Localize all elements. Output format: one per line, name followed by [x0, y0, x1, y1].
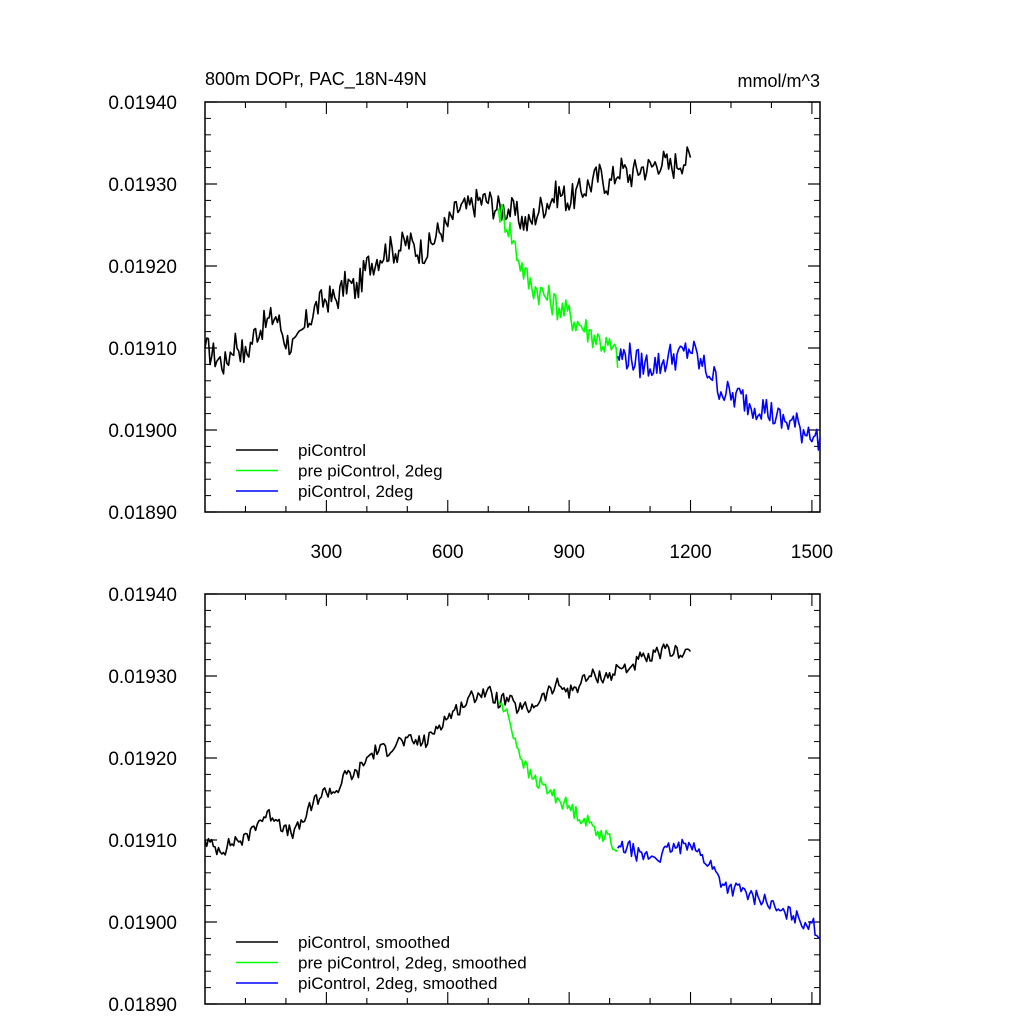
legend-label: piControl, 2deg — [298, 482, 413, 501]
y-tick-label: 0.01900 — [108, 913, 177, 934]
series-line-picontrol — [204, 146, 692, 375]
units-label: mmol/m^3 — [738, 71, 820, 91]
y-tick-label: 0.01940 — [108, 585, 177, 606]
x-tick-label: 600 — [432, 542, 464, 563]
y-tick-label: 0.01900 — [108, 421, 177, 442]
y-tick-label: 0.01940 — [108, 93, 177, 114]
x-tick-label: 900 — [553, 542, 585, 563]
legend-label: piControl, 2deg, smoothed — [298, 974, 497, 993]
y-tick-label: 0.01930 — [108, 667, 177, 688]
y-tick-label: 0.01890 — [108, 503, 177, 524]
y-tick-label: 0.01890 — [108, 995, 177, 1016]
series-line-picontrol-2deg — [616, 340, 821, 451]
y-tick-label: 0.01920 — [108, 257, 177, 278]
x-tick-label: 1200 — [669, 542, 711, 563]
y-tick-label: 0.01920 — [108, 749, 177, 770]
y-tick-label: 0.01910 — [108, 339, 177, 360]
series-line-picontrol-2deg-smoothed — [617, 838, 821, 940]
legend-label: piControl, smoothed — [298, 933, 450, 952]
y-tick-label: 0.01930 — [108, 175, 177, 196]
legend-label: pre piControl, 2deg — [298, 462, 443, 481]
bottom-panel: 0.01890 0.01900 0.01910 0.01920 0.01930 0.019… — [108, 585, 821, 1016]
x-tick-label: 300 — [311, 542, 343, 563]
series-line-pre-picontrol-2deg — [497, 203, 619, 368]
plot-frame — [204, 101, 821, 513]
legend-label: pre piControl, 2deg, smoothed — [298, 954, 527, 973]
series-line-pre-picontrol-2deg-smoothed — [497, 700, 619, 852]
top-panel: 800m DOPr, PAC_18N-49N mmol/m^3 0.01890 0… — [108, 69, 833, 563]
series-line-picontrol-smoothed — [204, 643, 692, 856]
legend-label: piControl — [298, 441, 366, 460]
chart-title: 800m DOPr, PAC_18N-49N — [205, 69, 427, 90]
y-tick-label: 0.01910 — [108, 831, 177, 852]
x-tick-label: 1500 — [791, 542, 833, 563]
plot-frame — [204, 593, 821, 1005]
